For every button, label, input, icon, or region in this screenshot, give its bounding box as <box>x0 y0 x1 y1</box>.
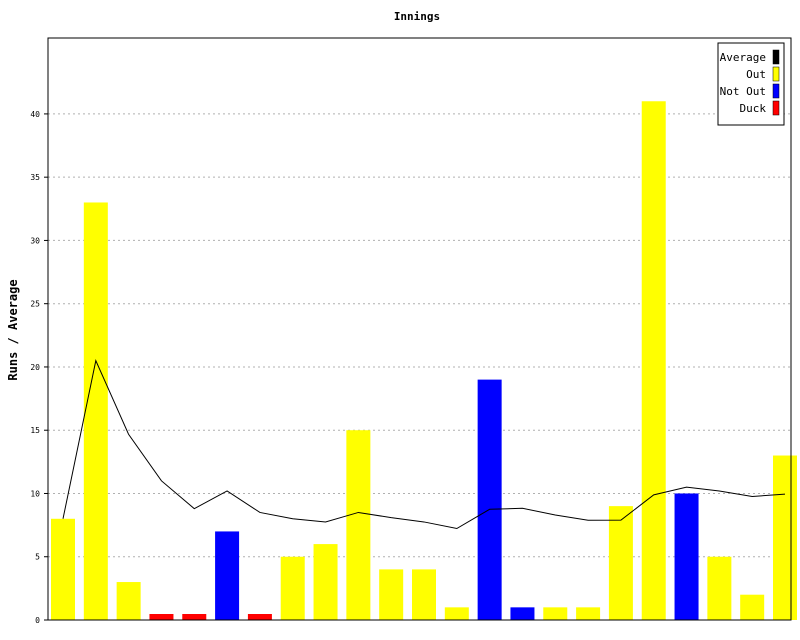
bar-out <box>346 430 371 620</box>
bar-out <box>379 569 404 620</box>
bar-not-out <box>477 379 502 620</box>
bar-out <box>444 607 469 620</box>
bar-duck <box>182 614 207 620</box>
bar-out <box>641 101 666 621</box>
bar-out <box>313 544 338 620</box>
y-tick-label: 5 <box>35 553 40 562</box>
bar-not-out <box>510 607 535 620</box>
plot-frame <box>47 37 792 621</box>
y-tick-label: 0 <box>35 616 40 625</box>
bar-duck <box>149 614 174 620</box>
legend-swatch <box>772 100 780 116</box>
bar-out <box>116 582 141 620</box>
bars <box>51 101 797 621</box>
y-axis-ticks: 0 5 10 15 20 25 30 35 40 <box>30 110 48 625</box>
bar-out <box>83 202 108 620</box>
average-line <box>62 359 786 530</box>
legend-label: Not Out <box>720 85 766 98</box>
bar-out <box>576 607 601 620</box>
y-tick-label: 15 <box>30 426 40 435</box>
average-line-group <box>62 359 786 530</box>
bar-out <box>773 455 797 620</box>
bar-out <box>608 506 633 620</box>
legend: Average Out Not Out Duck <box>717 42 785 126</box>
bar-duck <box>247 614 272 620</box>
legend-label: Average <box>720 51 766 64</box>
chart-title: Innings <box>394 10 440 23</box>
legend-swatch <box>772 49 780 65</box>
gridlines <box>48 113 791 558</box>
y-axis-label: Runs / Average <box>6 279 20 380</box>
legend-swatch <box>772 83 780 99</box>
y-tick-label: 20 <box>30 363 40 372</box>
legend-label: Duck <box>740 102 767 115</box>
bar-out <box>412 569 436 620</box>
legend-swatch <box>772 66 780 82</box>
bar-not-out <box>215 531 240 620</box>
bar-out <box>51 518 75 620</box>
bar-out <box>740 594 765 620</box>
y-tick-label: 35 <box>30 173 40 182</box>
bar-out <box>707 556 732 620</box>
y-tick-label: 30 <box>30 236 40 245</box>
bar-not-out <box>674 493 699 620</box>
legend-label: Out <box>746 68 766 81</box>
bar-out <box>280 556 305 620</box>
y-tick-label: 40 <box>30 110 40 119</box>
y-tick-label: 25 <box>30 300 40 309</box>
y-tick-label: 10 <box>30 489 40 498</box>
bar-out <box>543 607 568 620</box>
